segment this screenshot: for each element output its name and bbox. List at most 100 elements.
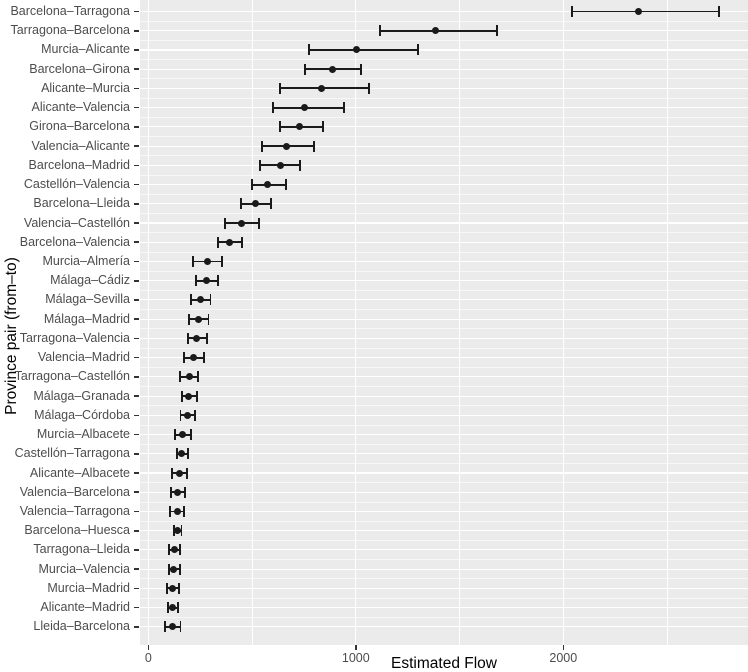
y-axis-tick <box>134 414 139 417</box>
y-gridline-minor <box>140 366 748 368</box>
y-axis-label: Lleida–Barcelona <box>33 619 130 634</box>
point-estimate <box>296 123 304 131</box>
error-bar-cap-right <box>258 217 261 229</box>
y-axis-label: Valencia–Tarragona <box>19 503 130 518</box>
y-gridline <box>140 49 748 51</box>
point-estimate <box>169 604 177 612</box>
point-estimate <box>177 450 185 458</box>
point-estimate <box>174 488 182 496</box>
error-bar-cap-left <box>181 390 184 402</box>
y-axis-label: Málaga–Granada <box>33 388 130 403</box>
y-axis-label: Castellón–Tarragona <box>14 446 130 461</box>
y-gridline <box>140 107 748 109</box>
y-axis-tick <box>134 433 139 436</box>
y-axis-label: Murcia–Almería <box>42 253 130 268</box>
y-axis-label: Alicante–Murcia <box>41 80 130 95</box>
error-bar-cap-left <box>166 582 169 594</box>
error-bar-cap-right <box>368 82 371 94</box>
y-gridline <box>140 587 748 589</box>
y-gridline-minor <box>140 59 748 60</box>
y-axis-label: Alicante–Madrid <box>40 600 130 615</box>
error-bar-cap-left <box>279 82 281 94</box>
y-gridline <box>140 472 748 474</box>
error-bar-cap-left <box>182 352 185 364</box>
y-axis-label: Barcelona–Madrid <box>28 157 130 172</box>
error-bar-cap-left <box>261 140 264 152</box>
y-gridline <box>140 453 748 455</box>
error-bar-cap-left <box>170 486 173 498</box>
y-axis-label: Tarragona–Barcelona <box>10 23 130 38</box>
point-estimate <box>190 354 198 362</box>
y-axis-label: Valencia–Barcelona <box>19 484 130 499</box>
y-gridline-minor <box>140 520 748 522</box>
x-gridline-major <box>562 0 564 645</box>
y-axis-tick <box>134 606 139 609</box>
y-gridline <box>140 299 748 301</box>
y-axis-tick <box>134 299 139 301</box>
x-axis-tick <box>355 645 357 650</box>
y-gridline <box>140 126 748 128</box>
y-gridline <box>140 260 748 263</box>
error-bar-cap-right <box>285 179 288 191</box>
x-gridline-minor <box>666 0 668 645</box>
y-axis-tick <box>134 68 139 70</box>
error-bar-cap-right <box>360 63 362 75</box>
point-estimate <box>432 27 440 35</box>
error-bar <box>272 106 345 109</box>
y-gridline-minor <box>140 501 748 503</box>
y-gridline <box>140 607 748 609</box>
y-gridline <box>140 10 748 13</box>
point-estimate <box>282 142 290 150</box>
x-axis-title: Estimated Flow <box>391 655 497 672</box>
y-axis-tick <box>134 87 139 90</box>
y-axis-tick <box>134 49 139 51</box>
point-estimate <box>195 315 203 323</box>
error-bar-cap-right <box>221 255 223 267</box>
error-bar-cap-right <box>202 352 205 364</box>
y-gridline-minor <box>140 616 748 618</box>
y-gridline <box>140 87 748 89</box>
x-gridline-major <box>147 0 149 645</box>
point-estimate <box>185 373 193 381</box>
error-bar-cap-left <box>279 121 281 133</box>
y-gridline <box>140 491 748 493</box>
y-gridline <box>140 203 748 205</box>
y-axis-tick <box>134 626 139 628</box>
y-gridline-minor <box>140 97 748 99</box>
point-estimate <box>264 181 272 189</box>
error-bar-cap-left <box>175 448 178 460</box>
y-gridline-minor <box>140 289 748 291</box>
y-axis-label: Alicante–Valencia <box>31 100 130 115</box>
error-bar-cap-right <box>180 525 183 537</box>
error-bar-cap-left <box>167 563 170 575</box>
error-bar-cap-left <box>216 236 219 248</box>
point-estimate <box>196 296 204 304</box>
y-gridline-minor <box>140 78 748 80</box>
error-bar-cap-left <box>171 467 174 479</box>
error-bar-cap-left <box>271 102 274 114</box>
y-axis-tick <box>134 126 139 128</box>
error-bar-cap-right <box>240 236 243 248</box>
y-gridline <box>140 318 748 320</box>
error-bar-cap-right <box>209 294 212 306</box>
error-bar-cap-left <box>167 602 169 614</box>
y-axis-tick <box>134 452 139 455</box>
error-bar-cap-right <box>178 563 181 575</box>
y-axis-label: Murcia–Madrid <box>47 580 130 595</box>
y-axis-label: Barcelona–Huesca <box>24 523 130 538</box>
y-gridline <box>140 68 748 70</box>
y-axis-tick <box>134 568 139 570</box>
error-bar <box>571 10 719 13</box>
point-estimate <box>185 392 193 400</box>
error-bar-cap-left <box>191 255 194 267</box>
y-axis-tick <box>134 279 139 282</box>
y-gridline-minor <box>140 328 748 330</box>
y-axis-label: Tarragona–Castellón <box>14 369 130 384</box>
error-bar-cap-right <box>269 198 272 210</box>
y-axis-tick <box>134 183 139 186</box>
error-bar-cap-right <box>313 140 316 152</box>
y-gridline <box>140 434 748 436</box>
y-axis-tick <box>134 222 139 224</box>
error-bar-cap-left <box>259 159 262 171</box>
